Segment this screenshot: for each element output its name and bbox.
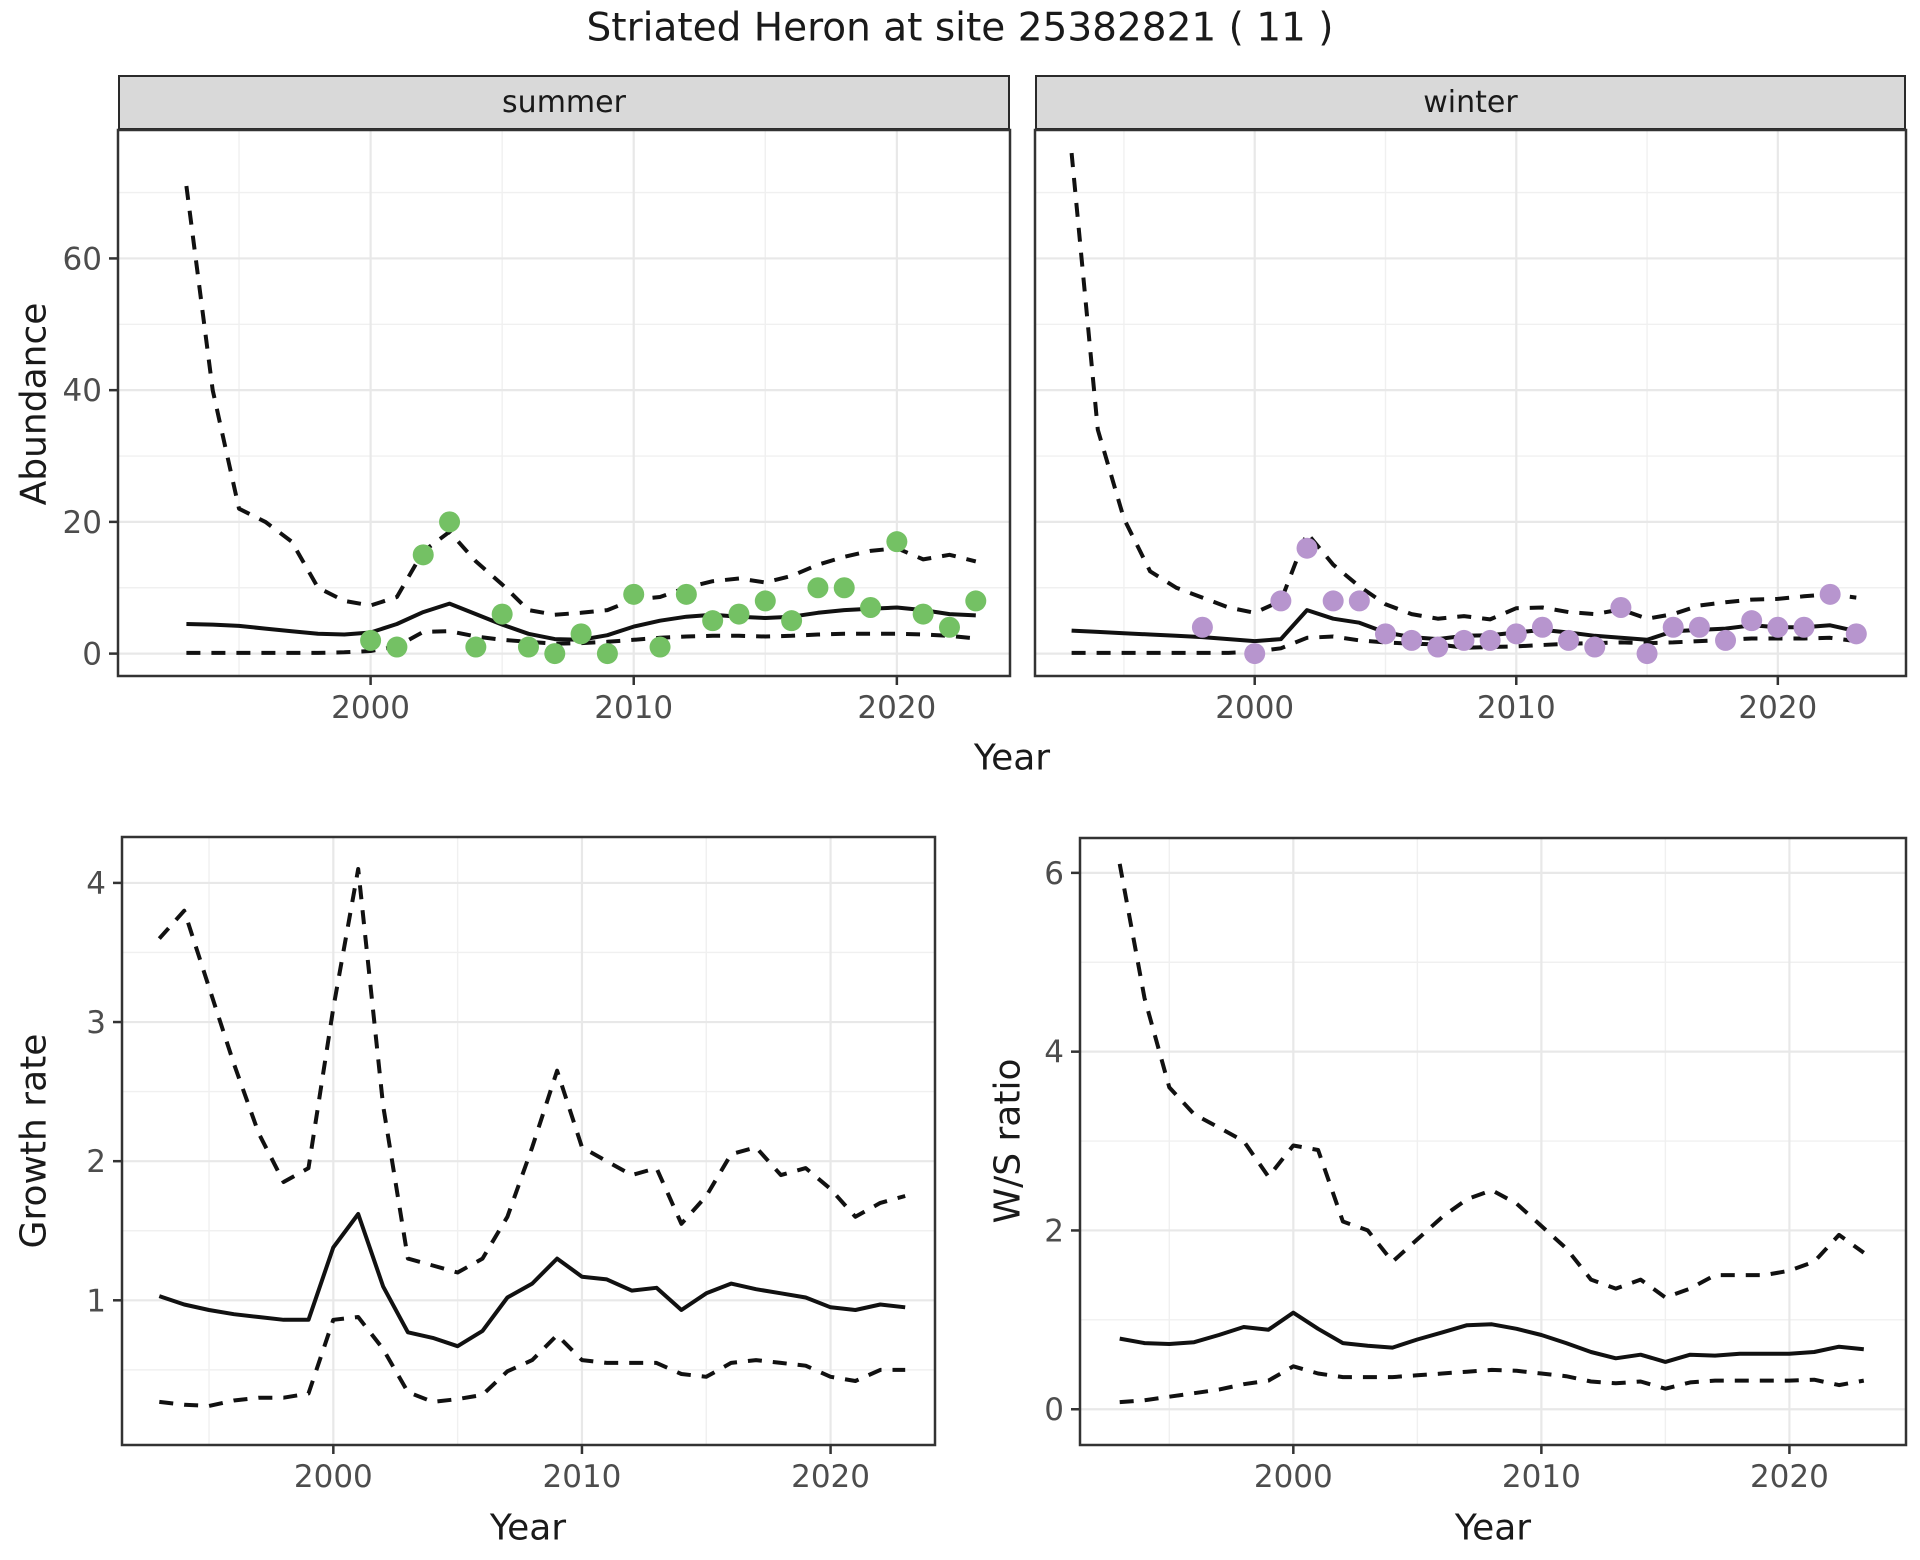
svg-text:2000: 2000 xyxy=(1254,1459,1333,1495)
x-axis-title-top: Year xyxy=(973,737,1051,779)
svg-text:60: 60 xyxy=(63,241,102,277)
svg-text:40: 40 xyxy=(63,373,102,409)
y-axis-title-growth: Growth rate xyxy=(13,1033,55,1249)
y-axis-title-ws-ratio: W/S ratio xyxy=(987,1058,1029,1224)
svg-text:2020: 2020 xyxy=(1738,690,1817,726)
y-axis-title-abundance: Abundance xyxy=(13,302,55,506)
svg-text:1: 1 xyxy=(86,1283,106,1319)
facet-strip-winter-label: winter xyxy=(1423,85,1518,120)
svg-text:2020: 2020 xyxy=(1750,1459,1829,1495)
svg-text:4: 4 xyxy=(86,866,106,902)
svg-text:4: 4 xyxy=(1044,1035,1064,1071)
svg-text:2020: 2020 xyxy=(791,1459,870,1495)
svg-text:2000: 2000 xyxy=(331,690,410,726)
panel-ws-ratio: 2000 2010 2020 0 2 4 6 xyxy=(1044,836,1908,1495)
svg-text:2010: 2010 xyxy=(1502,1459,1581,1495)
svg-text:2000: 2000 xyxy=(294,1459,373,1495)
svg-text:2: 2 xyxy=(86,1144,106,1180)
svg-text:0: 0 xyxy=(1044,1392,1064,1428)
svg-text:0: 0 xyxy=(82,637,102,673)
panel-abundance-summer: 2000 2010 2020 0 20 40 60 xyxy=(63,128,1012,726)
svg-text:2010: 2010 xyxy=(1477,690,1556,726)
x-axis-title-ws-ratio: Year xyxy=(1454,1507,1532,1549)
svg-text:2: 2 xyxy=(1044,1213,1064,1249)
facet-strip-winter: winter xyxy=(1035,75,1906,130)
svg-text:20: 20 xyxy=(63,505,102,541)
svg-text:3: 3 xyxy=(86,1005,106,1041)
facet-strip-summer-label: summer xyxy=(502,85,626,120)
svg-text:2020: 2020 xyxy=(857,690,936,726)
svg-text:6: 6 xyxy=(1044,856,1064,892)
chart-title: Striated Heron at site 25382821 ( 11 ) xyxy=(586,5,1334,51)
x-axis-title-growth: Year xyxy=(489,1507,567,1549)
panel-growth-rate: 2000 2010 2020 1 2 3 4 xyxy=(86,835,937,1495)
svg-text:2000: 2000 xyxy=(1215,690,1294,726)
panel-abundance-winter: 2000 2010 2020 xyxy=(1033,128,1908,726)
svg-text:2010: 2010 xyxy=(594,690,673,726)
svg-text:2010: 2010 xyxy=(543,1459,622,1495)
facet-strip-summer: summer xyxy=(118,75,1010,130)
